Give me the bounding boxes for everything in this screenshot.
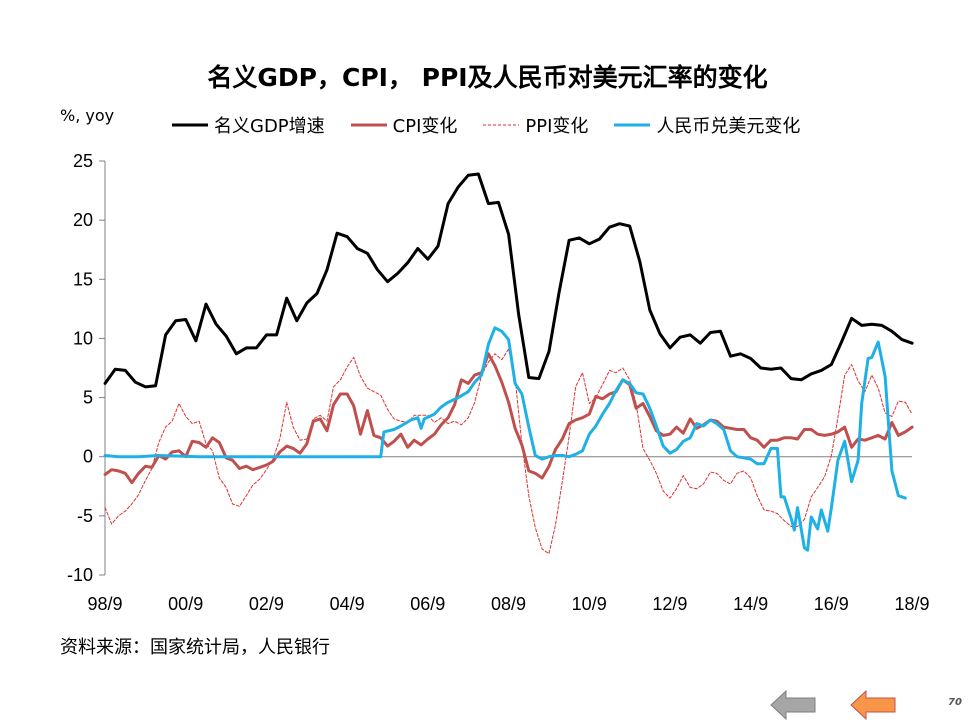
legend-item-gdp: 名义GDP增速	[172, 112, 325, 138]
legend-label-ppi: PPI变化	[525, 116, 589, 137]
legend-swatch-cpi	[350, 123, 387, 127]
prev-slide-button[interactable]	[770, 690, 816, 720]
y-tick-label: 25	[73, 151, 93, 171]
x-tick-label: 02/9	[249, 594, 284, 614]
y-axis-unit-label: %, yoy	[60, 106, 115, 125]
chart-title: 名义GDP，CPI， PPI及人民币对美元汇率的变化	[207, 63, 768, 92]
chart-legend: 名义GDP增速 CPI变化 PPI变化 人民币兑美元变化	[172, 112, 800, 138]
legend-label-gdp: 名义GDP增速	[214, 116, 325, 137]
x-tick-label: 12/9	[652, 594, 687, 614]
legend-item-rmb: 人民币兑美元变化	[614, 112, 800, 138]
series-line-gdp	[103, 172, 914, 389]
x-tick-label: 06/9	[410, 594, 445, 614]
legend-item-cpi: CPI变化	[350, 112, 458, 138]
x-tick-label: 98/9	[87, 594, 122, 614]
next-slide-button[interactable]	[850, 690, 896, 720]
x-tick-label: 10/9	[572, 594, 607, 614]
legend-swatch-gdp	[172, 123, 208, 127]
legend-item-ppi: PPI变化	[483, 112, 588, 138]
legend-swatch-rmb	[614, 123, 651, 127]
legend-label-cpi: CPI变化	[392, 116, 458, 137]
y-tick-label: -10	[67, 565, 93, 585]
series-line-cpi	[103, 352, 914, 485]
y-tick-label: 20	[73, 210, 93, 230]
arrow-left-icon	[770, 690, 816, 720]
legend-label-rmb: 人民币兑美元变化	[656, 116, 801, 137]
x-tick-label: 18/9	[894, 594, 929, 614]
x-tick-label: 08/9	[491, 594, 526, 614]
x-tick-label: 00/9	[168, 594, 203, 614]
series-line-rmb	[103, 326, 907, 552]
y-tick-label: 10	[73, 328, 93, 348]
legend-swatch-ppi	[483, 124, 520, 126]
y-tick-label: 5	[83, 388, 93, 408]
y-tick-label: -5	[77, 506, 93, 526]
source-note: 资料来源：国家统计局，人民银行	[60, 637, 330, 658]
x-tick-label: 04/9	[330, 594, 365, 614]
arrow-left-icon	[850, 690, 896, 720]
x-tick-label: 14/9	[733, 594, 768, 614]
x-tick-label: 16/9	[814, 594, 849, 614]
y-tick-label: 0	[83, 447, 93, 467]
y-tick-label: 15	[73, 269, 93, 289]
page-number: 70	[948, 697, 962, 708]
